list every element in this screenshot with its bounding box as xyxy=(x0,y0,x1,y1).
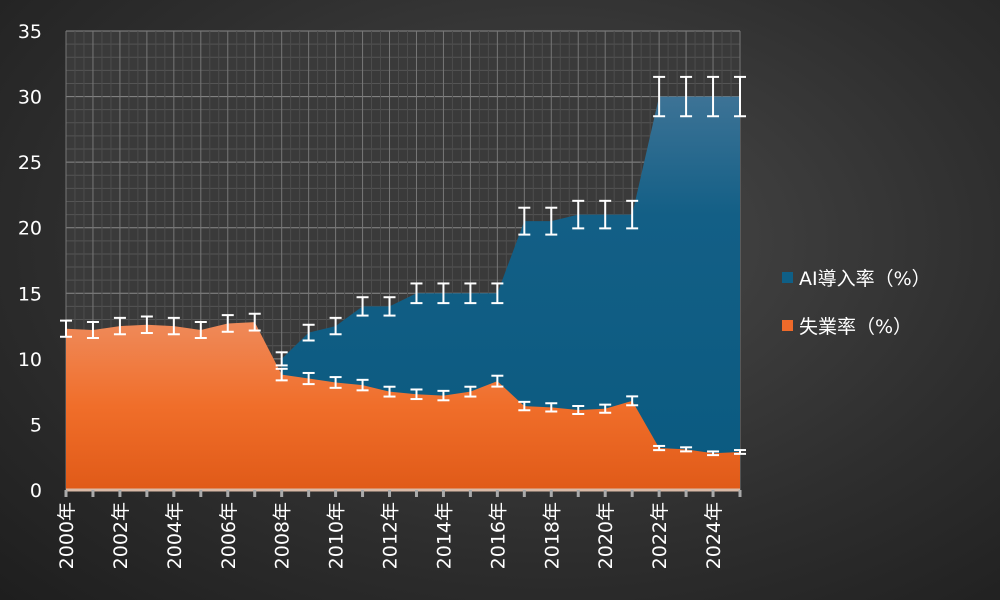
area-unemployment xyxy=(66,322,740,490)
error-bar-ai xyxy=(491,282,504,305)
error-bar-unemployment xyxy=(221,314,234,333)
area-ai-adoption xyxy=(281,96,740,491)
error-bar-ai xyxy=(707,75,720,118)
error-bar-unemployment xyxy=(734,449,746,455)
x-tick-label: 2020年 xyxy=(595,502,617,569)
error-bar-ai xyxy=(275,351,288,367)
x-tick-label: 2016年 xyxy=(487,502,509,569)
legend-label-unemployment: 失業率（%） xyxy=(799,316,913,338)
error-bar-unemployment xyxy=(653,444,666,452)
error-bar-ai xyxy=(410,282,423,305)
y-tick-label: 15 xyxy=(18,283,42,305)
error-bar-unemployment xyxy=(437,389,450,402)
error-bar-unemployment xyxy=(707,450,720,457)
x-tick-label: 2004年 xyxy=(164,502,186,569)
x-tick-label: 2018年 xyxy=(541,502,563,569)
y-tick-label: 30 xyxy=(18,87,42,109)
y-tick-label: 20 xyxy=(18,218,42,240)
legend-item-unemployment: 失業率（%） xyxy=(782,312,912,339)
x-tick-label: 2024年 xyxy=(703,502,725,569)
error-bar-ai xyxy=(356,296,369,317)
error-bar-ai xyxy=(329,316,342,336)
error-bar-unemployment xyxy=(248,312,261,332)
y-tick-label: 0 xyxy=(30,480,42,502)
error-bar-unemployment xyxy=(167,316,180,336)
error-bar-unemployment xyxy=(518,400,531,412)
y-tick-label: 25 xyxy=(18,152,42,174)
error-bar-unemployment xyxy=(464,385,477,398)
error-bar-unemployment xyxy=(680,446,693,453)
error-bar-unemployment xyxy=(113,316,126,336)
error-bar-unemployment xyxy=(329,376,342,389)
error-bar-ai xyxy=(383,296,396,317)
legend-label-ai: AI導入率（%） xyxy=(799,268,931,290)
x-tick-label: 2022年 xyxy=(649,502,671,569)
error-bar-ai xyxy=(464,282,477,305)
error-bar-unemployment xyxy=(599,403,612,414)
y-tick-label: 5 xyxy=(30,414,42,436)
error-bar-ai xyxy=(734,75,746,118)
x-tick-label: 2014年 xyxy=(433,502,455,569)
error-bar-unemployment xyxy=(545,402,558,413)
error-bar-unemployment xyxy=(572,405,585,416)
x-tick-label: 2010年 xyxy=(326,502,348,569)
error-bar-ai xyxy=(599,199,612,230)
legend-swatch-ai xyxy=(782,272,793,283)
error-bar-ai xyxy=(626,199,639,230)
error-bar-ai xyxy=(437,282,450,305)
error-bar-ai xyxy=(518,206,531,236)
y-tick-label: 10 xyxy=(18,349,42,371)
x-tick-label: 2008年 xyxy=(272,502,294,569)
error-bar-unemployment xyxy=(275,367,288,382)
error-bar-ai xyxy=(572,199,585,230)
y-tick-label: 35 xyxy=(18,21,42,43)
legend-swatch-unemployment xyxy=(782,320,793,331)
x-tick-label: 2012年 xyxy=(380,502,402,569)
error-bar-unemployment xyxy=(86,321,99,340)
legend-item-ai: AI導入率（%） xyxy=(782,264,931,291)
error-bar-unemployment xyxy=(302,371,315,386)
error-bar-unemployment xyxy=(140,315,153,335)
error-bar-unemployment xyxy=(356,378,369,392)
error-bar-ai xyxy=(545,206,558,236)
error-bar-unemployment xyxy=(626,395,639,407)
error-bar-unemployment xyxy=(60,319,72,338)
error-bar-unemployment xyxy=(194,321,207,340)
error-bar-ai xyxy=(302,323,315,342)
error-bar-ai xyxy=(680,75,693,118)
x-tick-label: 2006年 xyxy=(218,502,240,569)
error-bar-unemployment xyxy=(491,374,504,388)
error-bar-unemployment xyxy=(383,385,396,398)
error-bar-unemployment xyxy=(410,388,423,401)
x-tick-label: 2000年 xyxy=(56,502,78,569)
x-tick-label: 2002年 xyxy=(110,502,132,569)
error-bar-ai xyxy=(653,75,666,118)
